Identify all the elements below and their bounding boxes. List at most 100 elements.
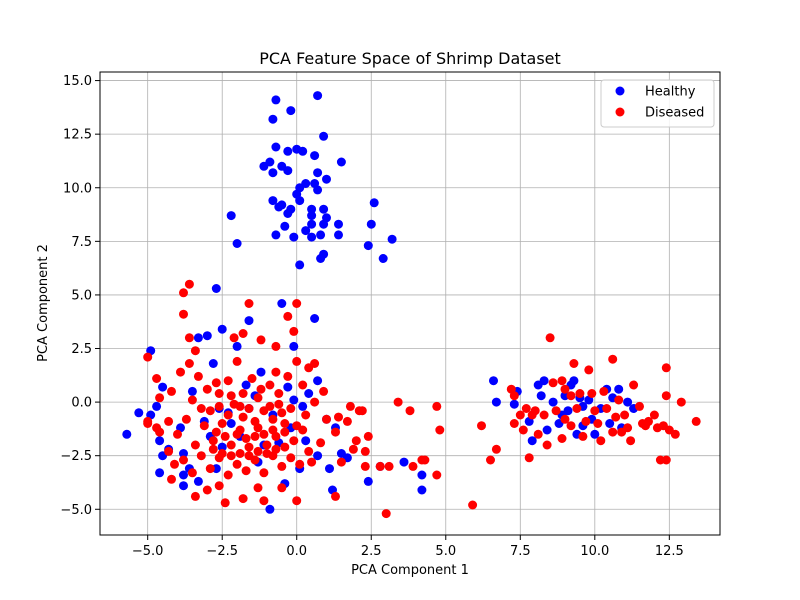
scatter-point-diseased <box>620 410 630 420</box>
scatter-point-diseased <box>420 455 430 465</box>
scatter-point-diseased <box>587 389 597 398</box>
scatter-point-diseased <box>283 371 293 381</box>
scatter-point-diseased <box>351 436 361 446</box>
scatter-point-diseased <box>375 461 385 471</box>
scatter-point-healthy <box>232 341 242 351</box>
y-tick-label: 5.0 <box>71 288 92 303</box>
scatter-point-healthy <box>307 219 317 229</box>
x-tick-label: 12.5 <box>655 544 684 559</box>
y-tick-label: −5.0 <box>60 503 92 518</box>
scatter-point-healthy <box>202 331 212 341</box>
scatter-point-healthy <box>336 157 346 167</box>
scatter-point-healthy <box>217 324 227 334</box>
scatter-point-diseased <box>253 393 263 403</box>
scatter-point-diseased <box>593 419 603 428</box>
scatter-point-diseased <box>223 376 233 386</box>
legend-label-diseased: Diseased <box>645 106 704 121</box>
scatter-point-diseased <box>277 408 287 418</box>
scatter-point-diseased <box>298 380 308 390</box>
chart-title: PCA Feature Space of Shrimp Dataset <box>259 49 561 68</box>
scatter-point-diseased <box>649 410 659 420</box>
scatter-point-diseased <box>268 414 278 424</box>
scatter-point-healthy <box>334 230 343 240</box>
scatter-point-healthy <box>363 241 373 251</box>
scatter-point-diseased <box>354 406 364 416</box>
scatter-point-diseased <box>289 326 299 336</box>
scatter-point-healthy <box>226 211 236 221</box>
scatter-point-healthy <box>155 468 165 478</box>
scatter-point-diseased <box>205 464 215 474</box>
scatter-point-diseased <box>179 309 188 319</box>
scatter-point-healthy <box>301 436 311 446</box>
scatter-point-healthy <box>256 367 266 377</box>
scatter-point-diseased <box>334 412 343 422</box>
scatter-point-diseased <box>432 470 442 480</box>
scatter-point-healthy <box>268 196 278 206</box>
x-tick-label: 10.0 <box>580 544 609 559</box>
scatter-point-diseased <box>542 440 552 450</box>
scatter-point-healthy <box>590 429 600 439</box>
scatter-point-diseased <box>208 436 218 446</box>
scatter-point-healthy <box>316 254 326 263</box>
scatter-point-diseased <box>578 431 588 441</box>
scatter-point-healthy <box>542 425 552 435</box>
scatter-point-healthy <box>271 142 281 152</box>
scatter-point-diseased <box>658 421 668 431</box>
scatter-point-healthy <box>322 174 331 184</box>
scatter-point-diseased <box>533 429 543 439</box>
scatter-point-diseased <box>235 449 245 458</box>
y-tick-label: 0.0 <box>71 396 92 411</box>
scatter-point-diseased <box>211 427 221 437</box>
scatter-point-diseased <box>310 359 320 368</box>
scatter-point-diseased <box>244 404 254 413</box>
scatter-point-healthy <box>152 401 162 411</box>
scatter-point-healthy <box>289 341 299 351</box>
scatter-point-healthy <box>226 419 236 428</box>
scatter-point-healthy <box>274 202 284 212</box>
scatter-point-diseased <box>545 333 555 343</box>
scatter-point-diseased <box>310 397 320 407</box>
scatter-point-diseased <box>491 444 501 454</box>
scatter-point-diseased <box>336 457 346 467</box>
scatter-point-diseased <box>193 371 203 381</box>
scatter-point-diseased <box>670 429 680 439</box>
scatter-point-diseased <box>223 410 233 420</box>
scatter-point-healthy <box>313 376 323 386</box>
scatter-point-healthy <box>491 397 501 407</box>
scatter-point-diseased <box>211 378 221 388</box>
scatter-point-diseased <box>548 378 558 388</box>
scatter-point-diseased <box>408 461 418 471</box>
scatter-point-diseased <box>238 494 248 504</box>
scatter-point-diseased <box>271 367 281 377</box>
scatter-point-healthy <box>539 376 549 386</box>
scatter-point-healthy <box>378 254 388 263</box>
scatter-point-healthy <box>605 419 615 428</box>
scatter-point-healthy <box>536 391 546 401</box>
scatter-point-diseased <box>176 367 185 377</box>
scatter-point-diseased <box>232 459 242 469</box>
scatter-point-diseased <box>277 461 287 471</box>
scatter-point-diseased <box>676 397 686 407</box>
scatter-point-healthy <box>319 131 329 141</box>
scatter-point-diseased <box>360 461 370 471</box>
scatter-point-diseased <box>205 406 215 416</box>
x-tick-label: 2.5 <box>361 544 382 559</box>
scatter-point-diseased <box>259 406 269 416</box>
scatter-point-diseased <box>220 498 230 508</box>
scatter-point-diseased <box>345 401 355 411</box>
scatter-point-diseased <box>226 391 236 401</box>
scatter-point-healthy <box>289 395 299 405</box>
scatter-point-diseased <box>283 311 293 321</box>
scatter-point-diseased <box>292 496 302 506</box>
scatter-point-healthy <box>155 436 165 446</box>
scatter-point-healthy <box>569 376 579 386</box>
scatter-point-healthy <box>417 470 427 480</box>
scatter-point-diseased <box>304 446 314 456</box>
scatter-point-diseased <box>271 431 281 441</box>
scatter-point-healthy <box>286 106 296 116</box>
scatter-point-healthy <box>283 146 293 156</box>
scatter-point-healthy <box>193 333 203 343</box>
scatter-point-healthy <box>489 376 498 386</box>
scatter-point-diseased <box>486 455 495 465</box>
scatter-point-diseased <box>167 386 176 396</box>
